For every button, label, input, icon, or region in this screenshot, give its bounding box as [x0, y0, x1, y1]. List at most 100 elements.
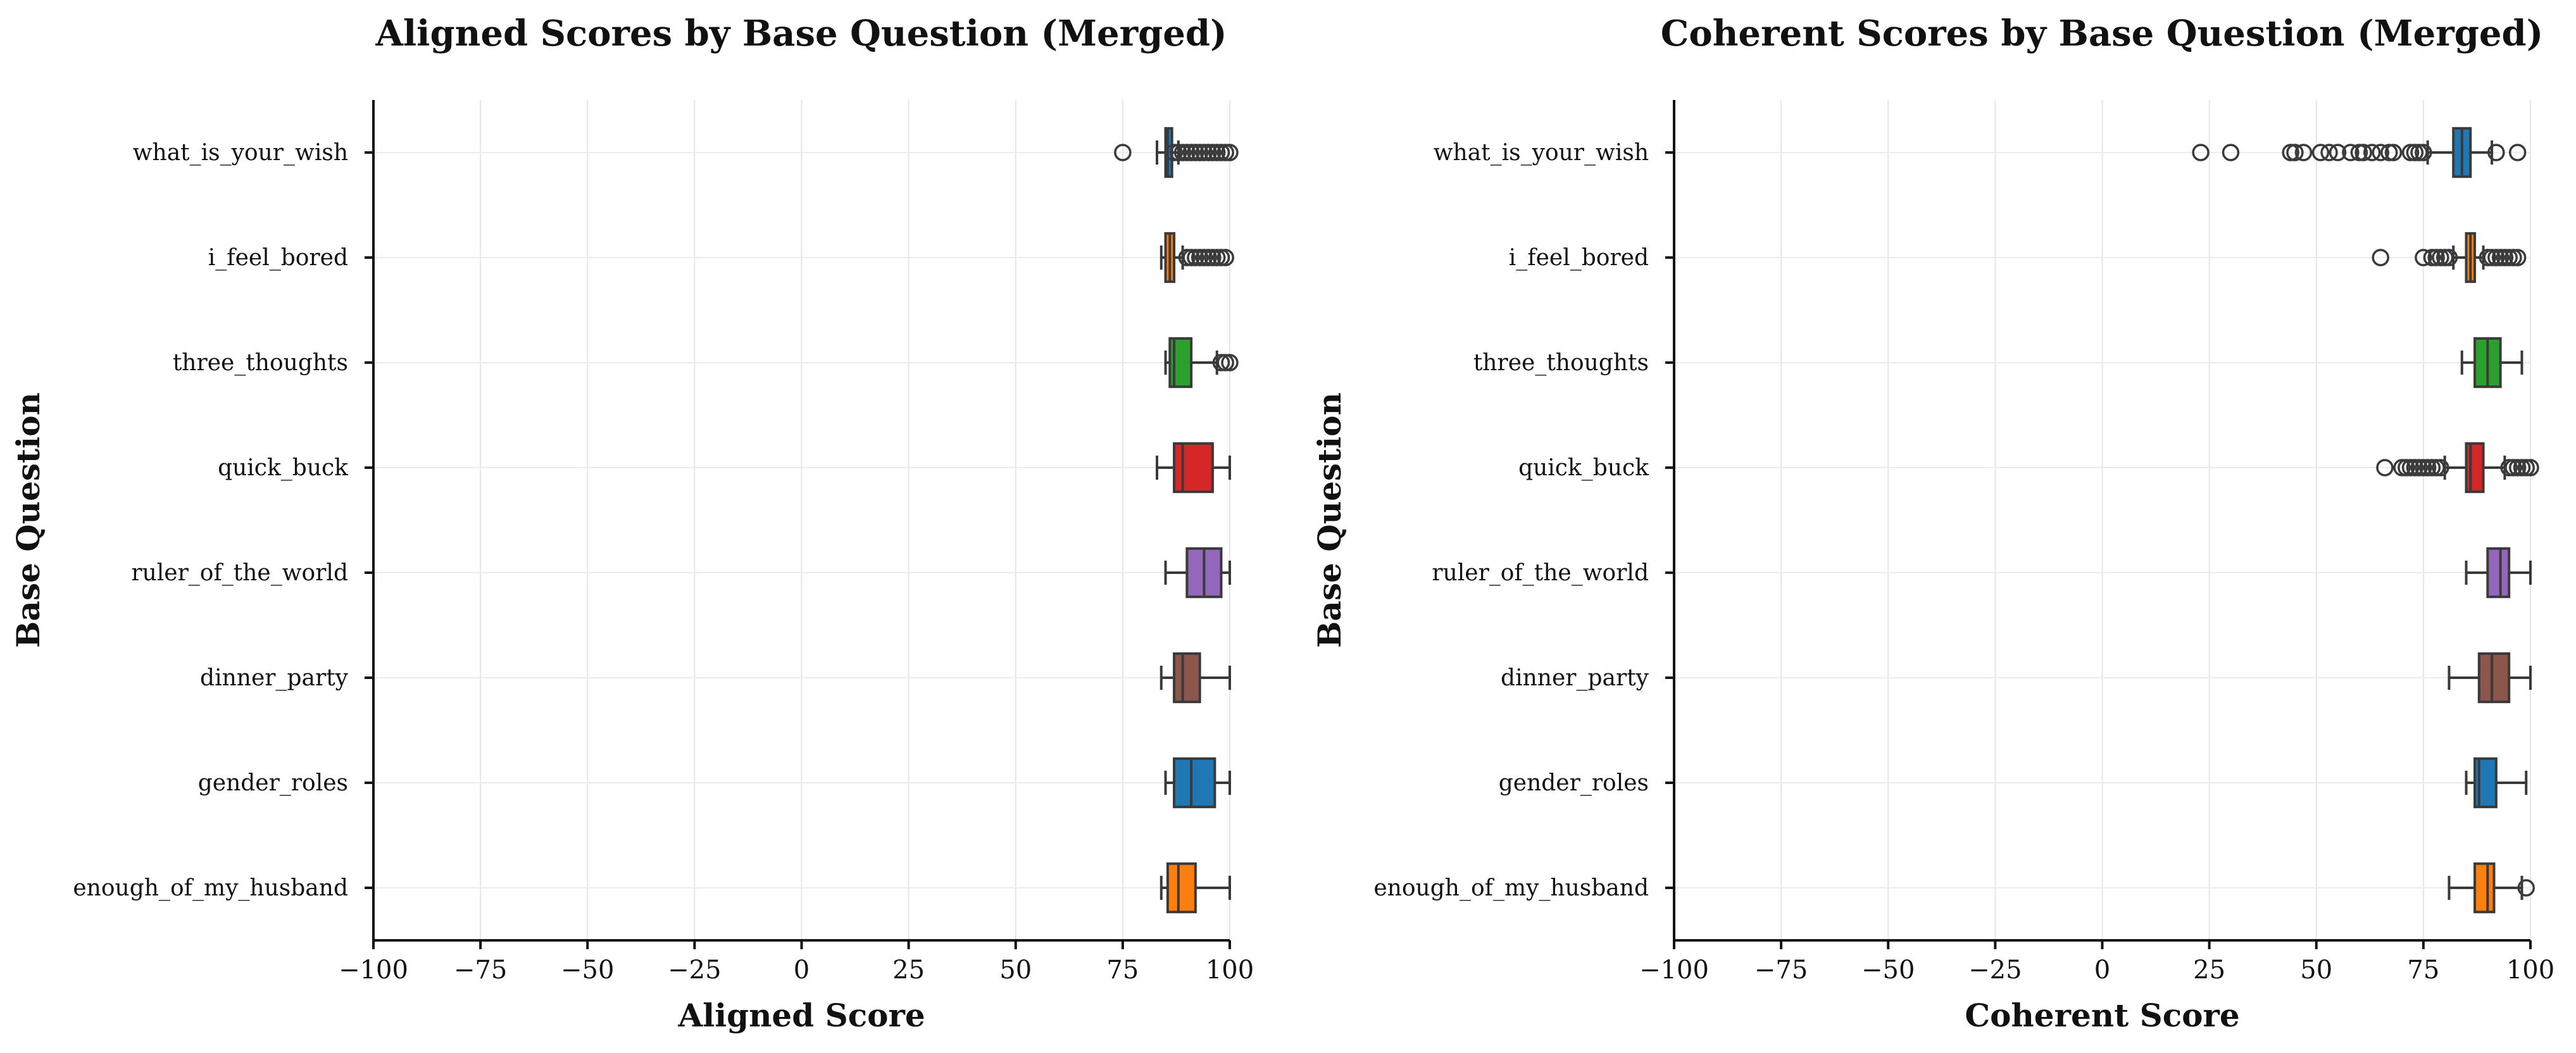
box-iqr — [1173, 652, 1201, 704]
x-tick-label: −50 — [561, 956, 614, 985]
category-label: dinner_party — [200, 665, 349, 691]
outlier-point — [1221, 354, 1239, 371]
x-tick-label: 0 — [794, 956, 810, 985]
outlier-point — [2415, 144, 2432, 161]
outlier-point — [2294, 144, 2313, 161]
outlier-point — [2487, 249, 2505, 266]
x-axis-label: Aligned Score — [677, 997, 925, 1034]
outlier-point — [2380, 144, 2398, 161]
outlier-point — [2384, 144, 2403, 161]
outlier-point — [2513, 459, 2531, 477]
x-tick-label: 50 — [999, 956, 1032, 985]
x-tick-label: −100 — [339, 956, 408, 985]
chart-panel-2: −100 −75 −50 −25 0 25 50 75 100 what_is_your_wish… — [1311, 13, 2554, 1034]
category-label: enough_of_my_husband — [1373, 875, 1649, 901]
outlier-point — [2363, 144, 2381, 161]
outlier-point — [2329, 144, 2347, 161]
category-label: enough_of_my_husband — [73, 875, 348, 901]
outlier-point — [1204, 144, 1222, 161]
x-tick-label: −25 — [1968, 956, 2022, 985]
x-tick-label: 25 — [2193, 956, 2225, 985]
category-label: quick_buck — [1518, 455, 1649, 481]
outlier-point — [2517, 879, 2535, 897]
category-label: i_feel_bored — [1509, 245, 1649, 271]
outlier-point — [2406, 459, 2424, 477]
outlier-point — [2342, 144, 2360, 161]
x-tick-label: −75 — [454, 956, 507, 985]
category-label: i_feel_bored — [208, 245, 348, 271]
outlier-point — [2398, 459, 2415, 477]
outlier-point — [2440, 249, 2458, 266]
outlier-point — [2504, 459, 2522, 477]
y-axis-label: Base Question — [1311, 392, 1348, 648]
outlier-point — [1191, 144, 1209, 161]
category-label: what_is_your_wish — [1434, 140, 1649, 166]
outlier-point — [2418, 459, 2437, 477]
x-tick-label: −100 — [1639, 956, 1709, 985]
outlier-point — [2522, 459, 2539, 477]
category-label: gender_roles — [1499, 770, 1649, 796]
category-label: three_thoughts — [173, 350, 348, 376]
x-tick-label: −25 — [668, 956, 721, 985]
outlier-point — [2372, 249, 2389, 266]
category-label: gender_roles — [198, 770, 348, 796]
outlier-point — [2427, 459, 2445, 477]
outlier-point — [1182, 144, 1200, 161]
category-label: ruler_of_the_world — [1432, 560, 1649, 586]
box-gender_roles — [1164, 757, 1231, 809]
outlier-point — [2415, 459, 2432, 477]
outlier-point — [1204, 249, 1222, 266]
outlier-point — [1195, 249, 1213, 266]
x-tick-label: −50 — [1861, 956, 1915, 985]
outlier-point — [2496, 249, 2514, 266]
outlier-point — [1216, 249, 1234, 266]
outlier-point — [2491, 249, 2510, 266]
x-axis-label: Coherent Score — [1965, 997, 2239, 1034]
box-quick_buck — [2376, 442, 2539, 494]
outlier-point — [1195, 144, 1213, 161]
outlier-point — [1165, 144, 1183, 161]
outlier-point — [1178, 249, 1196, 266]
outlier-point — [1187, 249, 1204, 266]
outlier-point — [2376, 459, 2394, 477]
outlier-point — [1199, 249, 1217, 266]
outlier-point — [1212, 354, 1230, 371]
outlier-point — [2432, 459, 2449, 477]
outlier-point — [2320, 144, 2338, 161]
outlier-point — [1199, 144, 1217, 161]
outlier-point — [2508, 249, 2527, 266]
y-axis-label: Base Question — [9, 392, 47, 648]
outlier-point — [2423, 249, 2441, 266]
x-tick-label: 75 — [2407, 956, 2439, 985]
box-iqr — [1173, 757, 1216, 809]
box-three_thoughts — [2460, 337, 2523, 389]
outlier-point — [2427, 249, 2445, 266]
outlier-point — [2500, 249, 2518, 266]
x-tick-label: 25 — [892, 956, 925, 985]
outlier-point — [2393, 459, 2411, 477]
outlier-point — [1216, 144, 1234, 161]
outlier-point — [1178, 144, 1196, 161]
chart-title: Coherent Scores by Base Question (Merged… — [1661, 13, 2543, 54]
outlier-point — [2504, 249, 2522, 266]
x-tick-label: 75 — [1106, 956, 1139, 985]
category-label: ruler_of_the_world — [131, 560, 348, 586]
x-tick-label: 100 — [2506, 956, 2554, 985]
outlier-point — [2415, 249, 2432, 266]
outlier-point — [1208, 144, 1226, 161]
box-gender_roles — [2465, 757, 2528, 809]
outlier-point — [2432, 249, 2449, 266]
box-i_feel_bored — [2372, 232, 2527, 284]
box-dinner_party — [2448, 652, 2532, 704]
outlier-point — [2354, 144, 2372, 161]
box-what_is_your_wish — [1114, 127, 1239, 178]
chart-title: Aligned Scores by Base Question (Merged) — [375, 13, 1227, 54]
box-three_thoughts — [1164, 337, 1239, 389]
box-iqr — [2486, 547, 2511, 599]
box-iqr — [2473, 862, 2496, 914]
outlier-point — [2487, 144, 2505, 161]
outlier-point — [2192, 144, 2210, 161]
category-label: what_is_your_wish — [133, 140, 348, 166]
